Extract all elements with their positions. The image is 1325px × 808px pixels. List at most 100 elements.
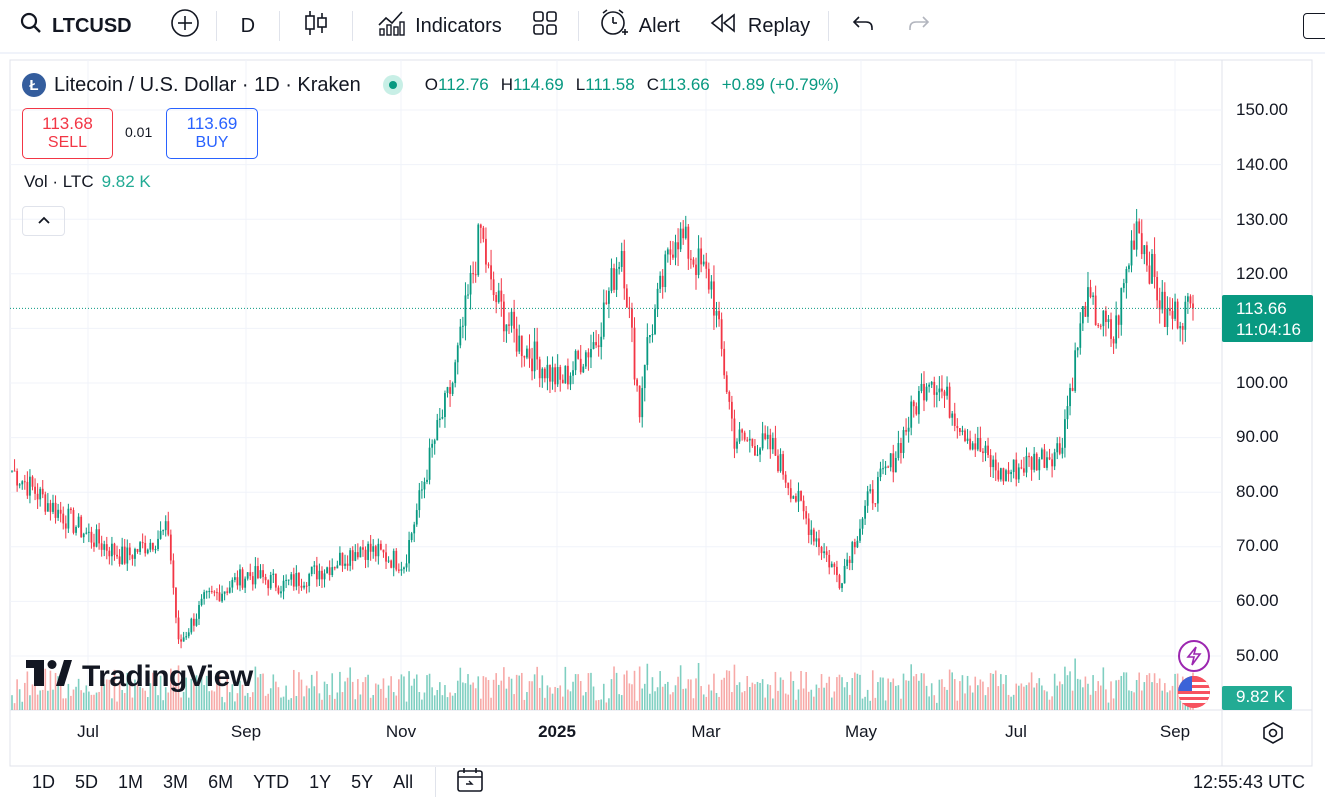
- volume-bar: [80, 690, 82, 710]
- candle-body: [39, 488, 42, 500]
- volume-bar: [1148, 673, 1151, 710]
- range-1m[interactable]: 1M: [118, 771, 144, 792]
- last-price-badge: 113.66 11:04:16: [1222, 295, 1313, 342]
- candle-body: [564, 365, 567, 384]
- utc-clock[interactable]: 12:55:43 UTC: [1192, 772, 1305, 792]
- candle-body: [572, 370, 574, 376]
- add-symbol-button[interactable]: [142, 0, 210, 52]
- volume-bar: [1000, 674, 1002, 710]
- fullscreen-button[interactable]: [1303, 13, 1325, 39]
- volume-bar: [592, 686, 595, 710]
- range-5y[interactable]: 5Y: [351, 771, 374, 792]
- collapse-legend-button[interactable]: [22, 206, 65, 236]
- volume-bar: [756, 681, 759, 710]
- volume-bar: [559, 685, 562, 710]
- candle-body: [815, 538, 818, 542]
- tradingview-logo[interactable]: TradingView: [26, 660, 253, 694]
- buy-button[interactable]: 113.69 BUY: [166, 108, 258, 159]
- volume-bar: [213, 691, 216, 710]
- candle-body: [874, 503, 877, 505]
- symbol-title[interactable]: Litecoin / U.S. Dollar · 1D · Kraken: [54, 73, 361, 96]
- volume-bar: [684, 688, 687, 710]
- volume-bar: [308, 688, 310, 710]
- candle-body: [631, 308, 633, 328]
- volume-bar: [754, 684, 756, 710]
- volume-bar: [234, 701, 236, 710]
- volume-legend[interactable]: Vol · LTC 9.82 K: [24, 172, 151, 192]
- price-chart[interactable]: [0, 54, 1325, 808]
- tv-logo-icon: [26, 660, 72, 694]
- candle-body: [551, 367, 554, 382]
- volume-bar: [272, 674, 275, 710]
- volume-bar: [866, 689, 869, 710]
- indicators-button[interactable]: Indicators: [353, 0, 512, 52]
- candle-body: [482, 227, 485, 239]
- range-1y[interactable]: 1Y: [309, 771, 332, 792]
- candle-body: [380, 543, 382, 550]
- range-all[interactable]: All: [393, 771, 414, 792]
- interval-button[interactable]: D: [217, 0, 279, 52]
- symbol-search-button[interactable]: LTCUSD: [0, 0, 142, 52]
- price-axis-label: 80.00: [1236, 482, 1279, 501]
- candle-body: [643, 364, 646, 389]
- range-ytd[interactable]: YTD: [253, 771, 290, 792]
- sell-button[interactable]: 113.68 SELL: [22, 108, 113, 159]
- range-3m[interactable]: 3M: [163, 771, 189, 792]
- candle-body: [364, 549, 367, 560]
- chart-type-button[interactable]: [280, 0, 352, 52]
- range-6m[interactable]: 6M: [208, 771, 234, 792]
- volume-bar: [449, 692, 451, 710]
- candle-body: [1046, 457, 1048, 468]
- last-price: 113.66: [1236, 299, 1287, 318]
- volume-bar: [336, 692, 339, 710]
- candle-body: [812, 529, 815, 542]
- date-range-button[interactable]: [448, 766, 492, 799]
- volume-bar: [956, 700, 959, 710]
- redo-button[interactable]: [885, 0, 941, 52]
- volume-bar: [597, 699, 600, 710]
- candle-body: [349, 550, 352, 566]
- volume-bar: [608, 698, 610, 710]
- us-flag-icon[interactable]: [1178, 676, 1210, 708]
- range-1d[interactable]: 1D: [32, 771, 56, 792]
- candle-body: [113, 543, 116, 555]
- candle-body: [390, 560, 393, 568]
- volume-bar: [892, 678, 895, 710]
- candle-body: [85, 532, 88, 534]
- volume-bar: [959, 681, 961, 710]
- volume-bar: [531, 681, 533, 710]
- lightning-icon[interactable]: [1178, 640, 1210, 672]
- candle-body: [838, 575, 841, 589]
- candle-body: [672, 254, 674, 258]
- candle-body: [1166, 308, 1169, 328]
- candle-body: [1017, 467, 1020, 480]
- volume-bar: [579, 681, 582, 710]
- volume-bar: [974, 676, 977, 710]
- candle-body: [805, 511, 808, 519]
- candle-body: [669, 249, 672, 255]
- candle-body: [318, 570, 321, 580]
- volume-bar: [1169, 690, 1171, 710]
- volume-bar: [923, 673, 925, 710]
- candle-body: [684, 226, 687, 239]
- volume-bar: [1033, 687, 1035, 710]
- candle-body: [1130, 240, 1133, 266]
- candle-body: [800, 490, 802, 501]
- alert-button[interactable]: Alert: [579, 0, 690, 52]
- chart-pane[interactable]: [0, 54, 1325, 808]
- layouts-button[interactable]: [512, 0, 578, 52]
- market-status-icon[interactable]: [382, 75, 403, 95]
- candle-body: [21, 481, 24, 485]
- volume-bar: [989, 673, 992, 710]
- candle-body: [695, 264, 697, 275]
- replay-button[interactable]: Replay: [690, 0, 820, 52]
- candle-body: [90, 531, 93, 543]
- chart-settings-button[interactable]: [1262, 722, 1284, 749]
- volume-bar: [134, 679, 136, 710]
- candle-body: [987, 445, 989, 456]
- candle-body: [715, 311, 718, 316]
- candle-body: [444, 392, 446, 418]
- undo-button[interactable]: [829, 0, 885, 52]
- volume-bar: [95, 692, 98, 710]
- range-5d[interactable]: 5D: [75, 771, 99, 792]
